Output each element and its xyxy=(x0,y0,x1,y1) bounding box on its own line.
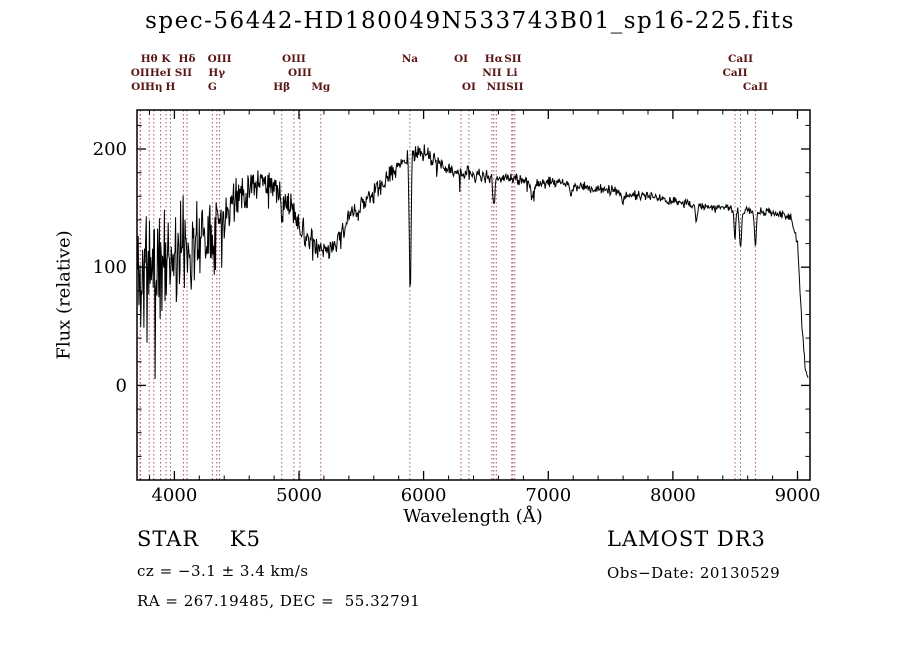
x-tick-label: 9000 xyxy=(775,485,821,506)
y-tick-label: 0 xyxy=(116,375,127,396)
spectral-line-label: NII xyxy=(487,81,507,93)
spectral-line-label: G xyxy=(208,81,217,93)
survey-release-text: LAMOST DR3 xyxy=(607,527,766,551)
classification-text: STAR K5 xyxy=(137,527,261,551)
spectral-line-label: Li xyxy=(506,67,517,79)
cz-velocity-text: cz = −3.1 ± 3.4 km/s xyxy=(137,562,309,580)
spectral-line-label: SII xyxy=(506,81,523,93)
spectral-line-label: OII xyxy=(131,81,150,93)
y-tick-label: 100 xyxy=(93,257,127,278)
spectral-line-label: CaII xyxy=(728,53,753,65)
spectral-line-label: Hγ xyxy=(208,67,225,79)
spectral-line-label: K xyxy=(161,53,171,65)
obs-date-text: Obs−Date: 20130529 xyxy=(607,564,781,582)
y-axis-label: Flux (relative) xyxy=(53,230,75,360)
x-tick-label: 7000 xyxy=(525,485,571,506)
x-axis-label: Wavelength (Å) xyxy=(403,506,543,527)
spectral-line-label: NII xyxy=(482,67,502,79)
spectral-line-label: Na xyxy=(402,53,419,65)
spectral-line-label: Hθ xyxy=(141,53,158,65)
spectral-line-label: OI xyxy=(462,81,476,93)
spectral-line-label: OI xyxy=(454,53,468,65)
x-tick-label: 8000 xyxy=(650,485,696,506)
y-tick-label: 200 xyxy=(93,139,127,160)
spectral-line-label: Hδ xyxy=(179,53,196,65)
spectral-line-label: Hα xyxy=(485,53,503,65)
spectral-line-label: H xyxy=(165,81,175,93)
plot-frame xyxy=(136,109,811,481)
spectral-line-label: SII xyxy=(504,53,521,65)
ra-dec-text: RA = 267.19485, DEC = 55.32791 xyxy=(137,592,421,610)
spectral-line-label: HeI xyxy=(150,67,172,79)
spectral-line-label: CaII xyxy=(723,67,748,79)
spectral-line-label: OII xyxy=(131,67,150,79)
x-tick-label: 4000 xyxy=(151,485,197,506)
spectral-line-label: OIII xyxy=(288,67,312,79)
spectral-line-label: Hη xyxy=(145,81,163,93)
spectral-line-label: OIII xyxy=(282,53,306,65)
spectrum-trace xyxy=(137,144,809,379)
plot-title: spec-56442-HD180049N533743B01_sp16-225.f… xyxy=(145,8,795,34)
x-tick-label: 6000 xyxy=(401,485,447,506)
x-tick-label: 5000 xyxy=(276,485,322,506)
spectral-line-label: CaII xyxy=(743,81,768,93)
spectral-line-label: OIII xyxy=(208,53,232,65)
spectral-line-label: Mg xyxy=(311,81,331,93)
spectral-line-label: SII xyxy=(175,67,192,79)
spectral-line-label: Hβ xyxy=(273,81,290,93)
